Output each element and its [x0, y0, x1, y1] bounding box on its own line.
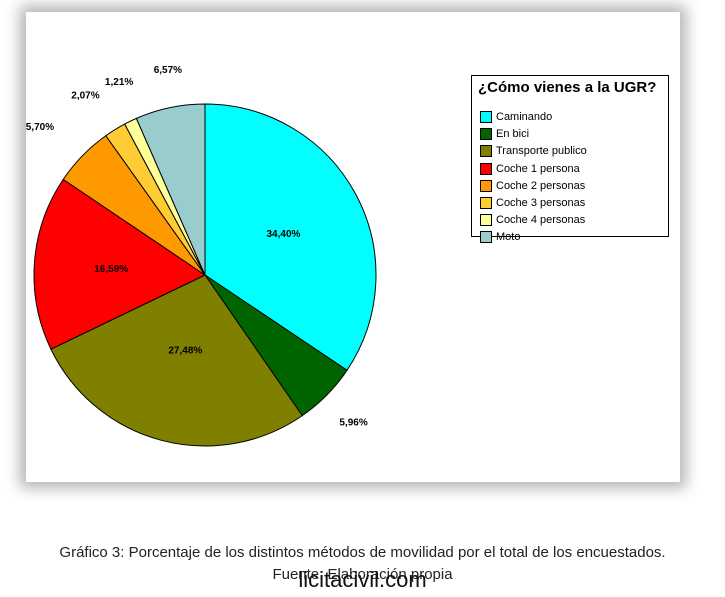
legend-swatch	[480, 197, 492, 209]
legend-swatch	[480, 162, 492, 175]
slice-data-label: 6,57%	[154, 65, 182, 76]
slice-data-label: 27,48%	[168, 345, 202, 356]
pie-slice-coche-1-persona	[33, 178, 207, 350]
slice-data-label: 2,07%	[71, 91, 99, 102]
legend: ¿Cómo vienes a la UGR? Caminando En bici T…	[471, 75, 669, 244]
slice-data-label: 34,40%	[267, 229, 301, 240]
legend-swatch	[480, 214, 492, 227]
legend-label: Coche 1 persona	[496, 162, 580, 175]
chart-frame: 34,40% 5,96% 27,48% 16,59% 5,70% 2,07% 1,21% 6,…	[26, 12, 680, 482]
slice-data-label: 1,21%	[105, 77, 133, 88]
legend-swatch	[480, 145, 492, 158]
legend-item: Moto	[480, 229, 520, 245]
figure-source: Fuente: Elaboración propia	[272, 566, 453, 583]
slice-data-label: 5,70%	[26, 122, 54, 133]
legend-item: Transporte publico	[480, 143, 587, 159]
pie-slice-transporte-publico	[50, 274, 303, 447]
legend-label: Coche 4 personas	[496, 214, 586, 227]
legend-label: Coche 3 personas	[496, 197, 586, 209]
legend-item: En bici	[480, 126, 529, 142]
figure-caption: Gráfico 3: Porcentaje de los distintos m…	[59, 544, 666, 561]
legend-swatch	[480, 231, 492, 244]
legend-label: Coche 2 personas	[496, 179, 586, 192]
slice-data-label: 5,96%	[339, 417, 367, 428]
legend-item: Coche 1 persona	[480, 161, 580, 177]
legend-item: Coche 4 personas	[480, 212, 585, 228]
legend-swatch	[480, 128, 492, 141]
legend-item: Caminando	[480, 109, 552, 125]
legend-swatch	[480, 111, 492, 123]
legend-item: Coche 2 personas	[480, 178, 585, 194]
legend-item: Coche 3 personas	[480, 195, 585, 211]
legend-label: Moto	[496, 231, 521, 244]
legend-label: Caminando	[496, 111, 553, 123]
pie-slice-caminando	[204, 103, 377, 371]
pie-chart: 34,40% 5,96% 27,48% 16,59% 5,70% 2,07% 1,21% 6,…	[26, 65, 377, 447]
slice-data-label: 16,59%	[94, 264, 128, 275]
pie-slice-moto	[135, 103, 206, 276]
legend-label: En bici	[496, 128, 530, 141]
legend-swatch	[480, 179, 492, 192]
legend-label: Transporte publico	[496, 145, 587, 158]
watermark: licitacivil.com	[298, 567, 427, 592]
legend-title: ¿Cómo vienes a la UGR?	[478, 79, 657, 96]
